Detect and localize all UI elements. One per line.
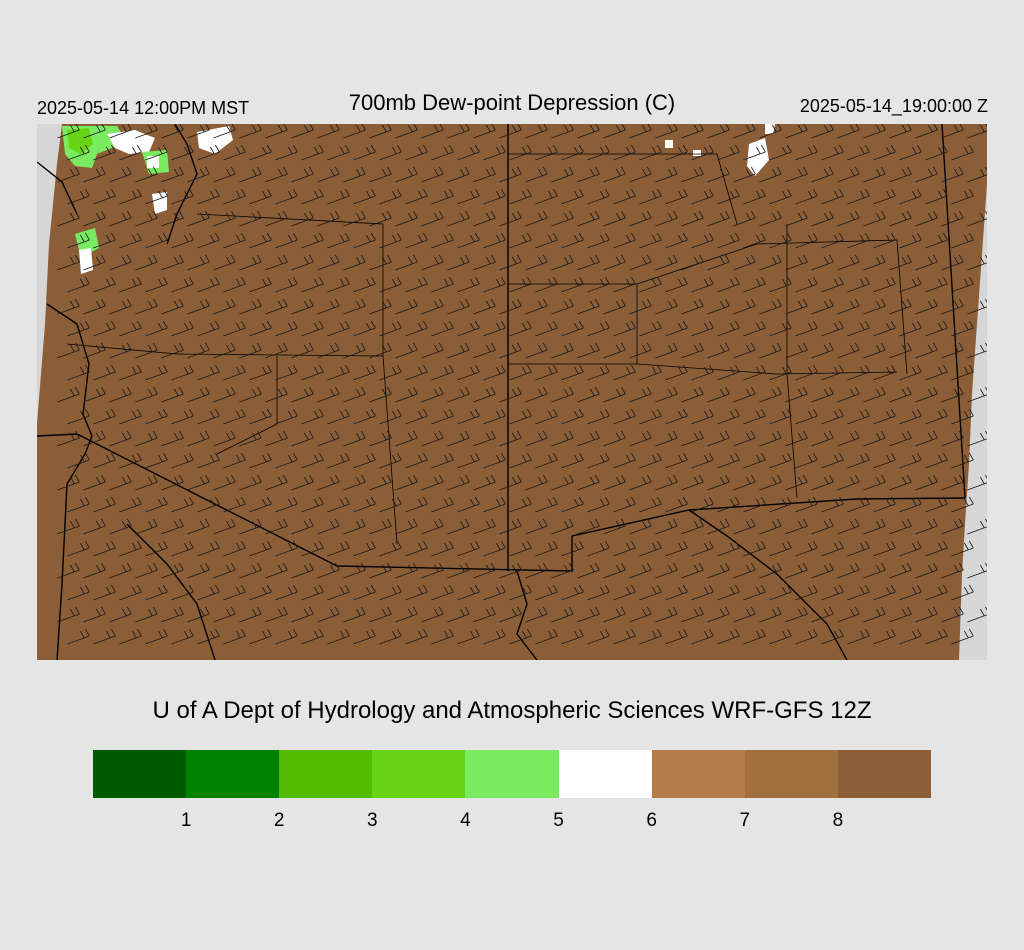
forecast-map — [37, 124, 987, 660]
colorbar-segment-3 — [279, 750, 373, 798]
colorbar-tick-label: 8 — [832, 810, 844, 831]
colorbar-segment-8 — [744, 750, 838, 798]
colorbar-segment-7 — [651, 750, 745, 798]
moist-patch-northern-plains — [665, 124, 775, 176]
colorbar-segment-6 — [558, 750, 652, 798]
colorbar — [93, 750, 931, 798]
colorbar-ticks: 1 2 3 4 5 6 7 8 — [93, 810, 931, 834]
colorbar-tick-label: 2 — [273, 810, 285, 831]
colorbar-segment-9 — [837, 750, 931, 798]
colorbar-tick-label: 3 — [367, 810, 378, 831]
colorbar-segment-4 — [372, 750, 466, 798]
valid-time-utc: 2025-05-14_19:00:00 Z — [799, 96, 988, 116]
colorbar-segment-1 — [93, 750, 187, 798]
credit-line: U of A Dept of Hydrology and Atmospheric… — [152, 697, 872, 724]
colorbar-tick-label: 7 — [739, 810, 751, 831]
colorbar-tick-label: 1 — [180, 810, 192, 831]
colorbar-segment-2 — [186, 750, 280, 798]
colorbar-tick-label: 6 — [646, 810, 657, 831]
colorbar-tick-label: 5 — [553, 810, 564, 831]
colorbar-tick-label: 4 — [460, 810, 471, 831]
colorbar-segment-5 — [465, 750, 559, 798]
valid-time-local: 2025-05-14 12:00PM MST — [37, 98, 250, 118]
moist-patch-pacific-northwest — [62, 126, 233, 274]
border-lines — [37, 124, 966, 660]
wind-barbs — [57, 124, 987, 645]
map-title: 700mb Dew-point Depression (C) — [348, 90, 676, 115]
